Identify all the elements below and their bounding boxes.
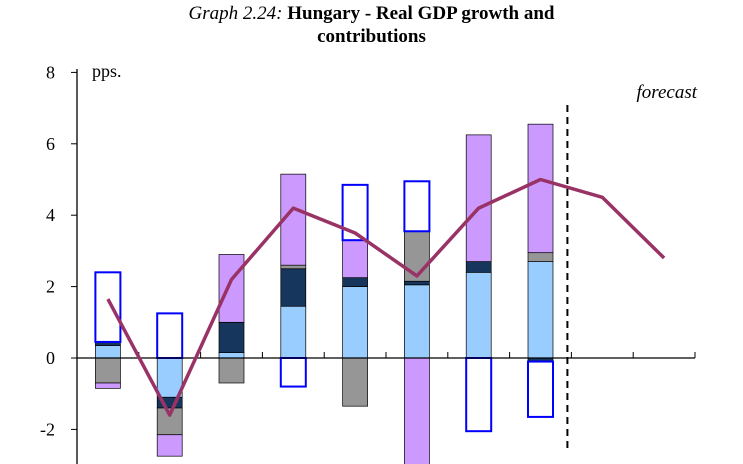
y-tick-label-4: 4 (46, 205, 55, 225)
forecast-label: forecast (636, 82, 697, 103)
bar-segment-s4-c1 (156, 312, 184, 359)
bar-segment-s0-c0 (95, 345, 121, 359)
bar-segment-s1-c5 (404, 280, 430, 286)
title-line2: contributions (317, 26, 426, 47)
bar-segment-s3-c7 (527, 123, 554, 254)
bar-segment-s3-c2 (218, 254, 245, 323)
bar-segment-s2-c0 (95, 357, 121, 384)
y-tick-label-2: 2 (46, 277, 55, 297)
bar-segment-s3-c4 (342, 239, 368, 279)
bar-segment-s1-c2 (218, 321, 245, 353)
bar-segment-s2-c3 (280, 264, 307, 270)
gdp-growth-line (106, 177, 666, 417)
chart-title: Graph 2.24: Hungary - Real GDP growth an… (0, 2, 743, 48)
bar-segment-s0-c4 (342, 286, 368, 359)
bar-segment-s4-c3 (279, 357, 307, 388)
bar-segment-s1-c6 (465, 261, 492, 273)
bar-segment-s3-c0 (95, 382, 121, 389)
bar-segment-s1-c3 (280, 268, 307, 307)
bar-segment-s4-c5 (403, 180, 431, 233)
bar-segment-s3-c5 (404, 357, 430, 464)
bar-segment-s2-c5 (404, 230, 430, 282)
bar-segment-s1-c4 (342, 277, 368, 287)
bar-segment-s2-c4 (342, 357, 368, 407)
bar-segment-s0-c5 (404, 284, 430, 359)
y-tick-label-6: 6 (46, 134, 55, 154)
y-tick-label-0: 0 (46, 348, 55, 368)
bar-segment-s2-c7 (527, 252, 554, 262)
bar-segment-s0-c7 (527, 261, 554, 359)
bar-segment-s2-c2 (218, 357, 245, 384)
title-prefix: Graph 2.24: (188, 3, 283, 24)
bar-segment-s0-c3 (280, 305, 307, 359)
bar-segment-s4-c7 (527, 360, 554, 418)
bar-segment-s3-c1 (156, 434, 183, 457)
title-line1: Hungary - Real GDP growth and (287, 3, 555, 24)
bar-segment-s3-c6 (465, 134, 492, 262)
bar-segment-s0-c6 (465, 271, 492, 359)
bar-segment-s0-c1 (156, 357, 183, 398)
y-tick-label-8: 8 (46, 62, 55, 82)
bar-segment-s4-c6 (465, 357, 493, 433)
bar-segment-s4-c0 (94, 271, 122, 343)
bar-segment-s0-c2 (218, 352, 245, 359)
y-unit-label: pps. (92, 61, 122, 81)
y-tick-label--2: -2 (40, 419, 55, 439)
